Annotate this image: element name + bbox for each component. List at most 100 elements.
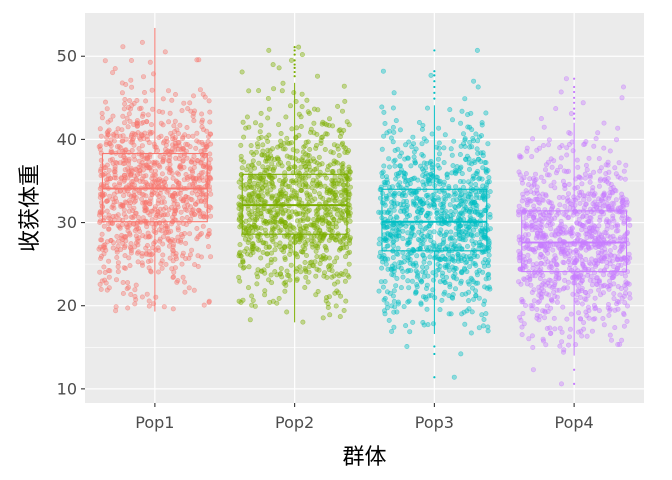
data-point [96,246,102,252]
data-point [470,260,476,266]
data-point [282,256,288,262]
data-point [319,221,325,227]
data-point [386,317,392,323]
data-point [458,120,464,126]
data-point [474,232,480,238]
data-point [133,195,139,201]
data-point [464,227,470,233]
data-point [255,274,261,280]
data-point [314,183,320,189]
outlier-point [293,63,296,66]
data-point [402,179,408,185]
data-point [199,111,205,117]
data-point [436,151,442,157]
data-point [257,129,263,135]
data-point [621,312,627,318]
data-point [471,158,477,164]
data-point [471,175,477,181]
data-point [530,136,536,142]
data-point [549,216,555,222]
data-point [115,243,121,249]
data-point [612,245,618,251]
data-point [606,283,612,289]
data-point [180,134,186,140]
data-point [288,140,294,146]
data-point [478,242,484,248]
data-point [207,131,213,137]
data-point [122,97,128,103]
data-point [270,219,276,225]
data-point [589,256,595,262]
data-point [583,162,589,168]
data-point [582,171,588,177]
data-point [398,260,404,266]
data-point [402,175,408,181]
data-point [240,119,246,125]
data-point [407,329,413,335]
data-point [592,316,598,322]
data-point [317,227,323,233]
data-point [326,197,332,203]
data-point [584,313,590,319]
data-point [436,230,442,236]
data-point [611,218,617,224]
data-point [183,256,189,262]
data-point [123,147,129,153]
data-point [466,209,472,215]
data-point [339,178,345,184]
data-point [393,118,399,124]
data-point [201,302,207,308]
data-point [265,251,271,257]
data-point [425,210,431,216]
data-point [563,76,569,82]
data-point [125,228,131,234]
data-point [98,286,104,292]
data-point [418,163,424,169]
data-point [530,367,536,373]
data-point [121,207,127,213]
data-point [149,175,155,181]
data-point [625,280,631,286]
data-point [246,192,252,198]
data-point [611,296,617,302]
data-point [591,260,597,266]
data-point [422,226,428,232]
data-point [126,156,132,162]
data-point [467,213,473,219]
data-point [289,193,295,199]
data-point [542,309,548,315]
data-point [286,166,292,172]
data-point [178,147,184,153]
data-point [171,269,177,275]
data-point [297,264,303,270]
data-point [442,263,448,269]
data-point [474,203,480,209]
x-tick-label: Pop2 [275,413,314,432]
data-point [548,226,554,232]
data-point [438,231,444,237]
data-point [380,169,386,175]
data-point [163,205,169,211]
data-point [106,167,112,173]
data-point [283,282,289,288]
data-point [272,247,278,253]
data-point [347,235,353,241]
data-point [148,268,154,274]
data-point [575,268,581,274]
data-point [303,206,309,212]
data-point [591,223,597,229]
data-point [279,88,285,94]
data-point [461,141,467,147]
data-point [313,273,319,279]
data-point [620,84,626,90]
data-point [383,193,389,199]
data-point [156,227,162,233]
data-point [595,130,601,136]
data-point [302,143,308,149]
data-point [300,182,306,188]
data-point [566,257,572,263]
data-point [191,93,197,99]
data-point [413,215,419,221]
data-point [583,256,589,262]
data-point [420,319,426,325]
